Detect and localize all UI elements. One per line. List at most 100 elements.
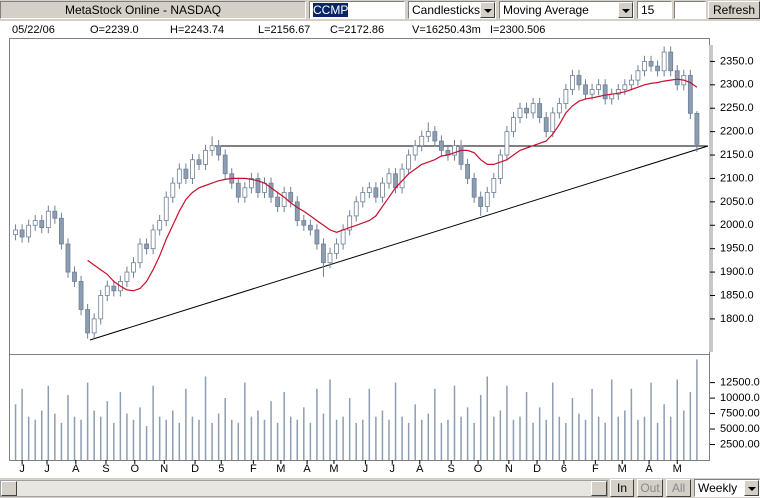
candle-body — [386, 173, 392, 184]
candle-body — [26, 224, 32, 238]
interval-text: Weekly — [698, 481, 738, 495]
candle-body — [32, 220, 38, 226]
window-title: MetaStock Online - NASDAQ — [0, 1, 306, 19]
y-tick-label: 2200.0 — [720, 126, 754, 138]
zoom-out-button[interactable]: Out — [637, 479, 663, 497]
symbol-input[interactable]: CCMP — [309, 1, 405, 19]
y-tick-label: 1850.0 — [720, 289, 754, 301]
x-tick-label: M — [673, 463, 682, 475]
volume-bar — [73, 416, 76, 460]
volume-bar — [493, 416, 495, 460]
extra-input[interactable] — [674, 1, 706, 19]
volume-bar — [41, 410, 43, 460]
candle-body — [39, 220, 45, 228]
volume-bar — [420, 419, 423, 460]
volume-bar — [552, 382, 554, 460]
y-tick-label: 2350.0 — [720, 55, 754, 67]
volume-bar — [565, 422, 567, 460]
volume-bar — [368, 388, 371, 460]
candle-body — [530, 103, 536, 114]
volume-bar — [329, 379, 331, 460]
period-input[interactable]: 15 — [637, 1, 672, 19]
volume-bar — [139, 407, 141, 460]
volume-bar — [263, 419, 266, 460]
volume-bar — [342, 416, 344, 460]
info-volume: V=16250.43m — [412, 24, 481, 36]
candle-body — [596, 84, 602, 90]
candle-body — [366, 187, 372, 193]
volume-bar — [224, 398, 226, 460]
x-tick-label: A — [303, 463, 311, 475]
style-text: Candlesticks — [412, 3, 481, 17]
dropdown-arrow[interactable] — [618, 2, 633, 18]
style-select[interactable]: Candlesticks — [408, 1, 496, 19]
candle-body — [622, 84, 628, 90]
candle-body — [628, 79, 634, 86]
y-tick-label: 2050.0 — [720, 196, 754, 208]
volume-bar — [637, 419, 639, 460]
scroll-right[interactable] — [591, 481, 607, 496]
candle-body — [419, 135, 425, 147]
volume-bar — [217, 413, 220, 460]
volume-bar — [126, 413, 128, 460]
candle-body — [275, 196, 281, 207]
symbol-text: CCMP — [313, 3, 349, 17]
candle-body — [373, 187, 379, 198]
candle-body — [478, 196, 484, 207]
volume-bar — [178, 422, 181, 460]
scroll-left[interactable] — [1, 481, 17, 496]
volume-bar — [388, 419, 390, 460]
candle-body — [183, 168, 189, 179]
x-tick-label: A — [645, 463, 653, 475]
info-date: 05/22/06 — [12, 24, 55, 36]
candle-body — [255, 178, 261, 193]
x-tick-label: 6 — [561, 463, 567, 475]
y-tick-label: 1950.0 — [720, 243, 754, 255]
volume-bar — [440, 422, 443, 460]
volume-tick-label: 2500.00 — [720, 438, 760, 450]
candle-body — [452, 145, 457, 156]
volume-bar — [597, 416, 600, 460]
volume-bar — [257, 410, 259, 460]
candle-body — [674, 70, 680, 86]
candle-body — [347, 215, 353, 231]
interval-select[interactable]: Weekly — [694, 479, 760, 497]
zoom-in-button[interactable]: In — [610, 479, 634, 497]
scrollbar[interactable] — [0, 480, 608, 497]
volume-bar — [525, 391, 528, 460]
y-tick-label: 1800.0 — [720, 313, 754, 325]
volume-bar — [276, 422, 279, 460]
candle-body — [380, 182, 385, 198]
candle-body — [497, 154, 503, 179]
indicator-select[interactable]: Moving Average — [499, 1, 634, 19]
info-open: O=2239.0 — [90, 24, 139, 36]
x-tick-label: M — [618, 463, 627, 475]
dropdown-arrow[interactable] — [744, 480, 759, 496]
candle-body — [668, 51, 674, 72]
y-tick-label: 2250.0 — [720, 102, 754, 114]
candle-body — [52, 210, 58, 219]
all-button[interactable]: All — [666, 479, 691, 497]
candle-body — [360, 192, 366, 203]
volume-bar — [93, 410, 95, 460]
volume-bar — [113, 422, 115, 460]
candle-body — [511, 117, 516, 133]
volume-bar — [309, 422, 312, 460]
refresh-button[interactable]: Refresh — [708, 1, 760, 19]
candle-body — [589, 89, 595, 95]
volume-bar — [244, 382, 246, 460]
candle-body — [19, 229, 25, 238]
candle-body — [694, 112, 700, 145]
volume-bar — [453, 385, 456, 460]
candle-body — [550, 112, 556, 133]
volume-bar — [211, 422, 213, 460]
candle-body — [537, 103, 543, 118]
volume-bar — [381, 410, 384, 460]
y-tick-label: 1900.0 — [720, 266, 754, 278]
volume-bar — [394, 382, 397, 460]
dropdown-arrow[interactable] — [480, 2, 495, 18]
candle-body — [45, 210, 51, 228]
volume-bar — [689, 391, 692, 460]
volume-bar — [512, 419, 515, 460]
